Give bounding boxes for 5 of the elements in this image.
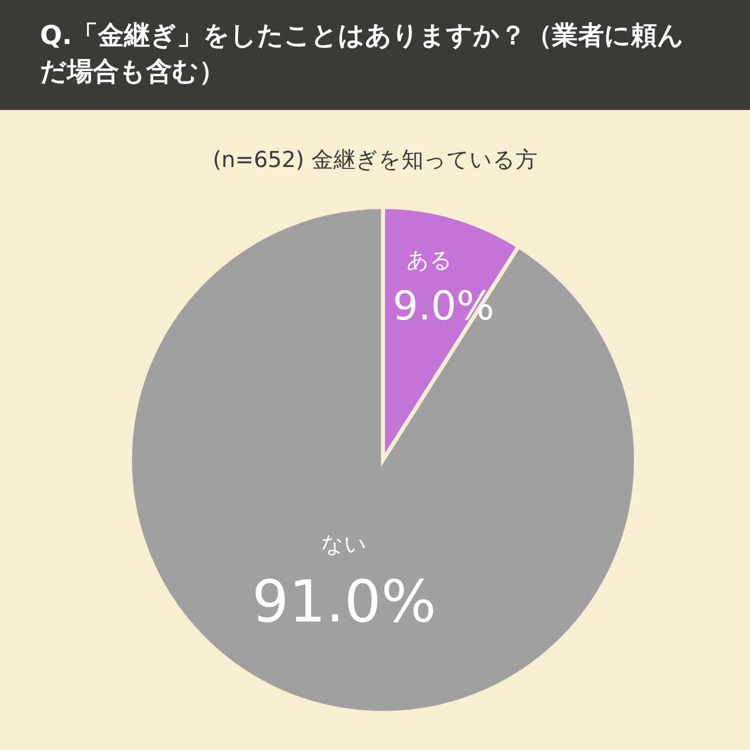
data-label: 91.0% — [252, 568, 436, 636]
chart-subtitle: (n=652) 金継ぎを知っている方 — [212, 147, 538, 175]
slice-label: ない — [321, 532, 368, 558]
slice-label: ある — [406, 248, 453, 274]
chart-title: Q.「金継ぎ」をしたことはありますか？（業者に頼んだ場合も含む） — [40, 21, 684, 87]
